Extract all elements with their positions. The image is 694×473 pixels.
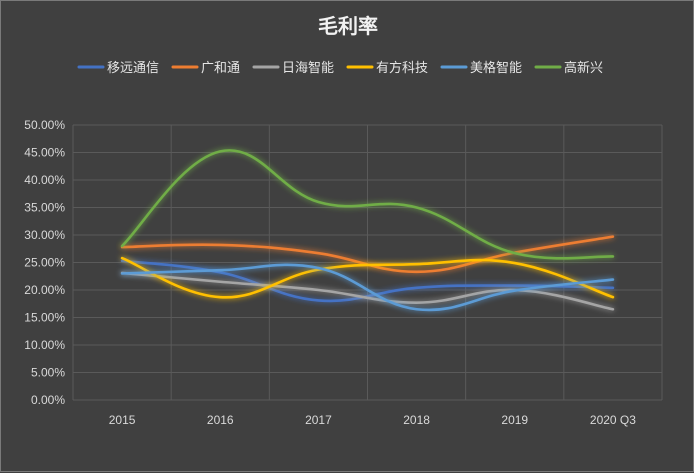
legend-label: 美格智能 [470, 60, 522, 76]
legend: 移远通信 广和通 日海智能 有方科技 美格智能 高新兴 [77, 60, 603, 76]
legend-label: 广和通 [201, 61, 240, 76]
y-axis-ticks: 0.00% 5.00% 10.00% 15.00% 20.00% 25.00% 30.00%… [24, 118, 65, 407]
series-lines [120, 149, 615, 312]
legend-label: 日海智能 [282, 61, 334, 76]
legend-entry: 高新兴 [534, 60, 603, 76]
x-tick-label: 2016 [207, 413, 234, 427]
y-tick-label: 40.00% [24, 173, 65, 187]
x-tick-label: 2020 Q3 [590, 413, 636, 427]
y-tick-label: 25.00% [24, 256, 65, 270]
y-tick-label: 5.00% [31, 366, 65, 380]
x-axis-ticks: 2015 2016 2017 2018 2019 2020 Q3 [109, 413, 637, 427]
legend-entry: 广和通 [171, 61, 240, 76]
legend-entry: 有方科技 [346, 60, 428, 76]
legend-entry: 日海智能 [252, 61, 334, 76]
series-line-5 [120, 149, 615, 260]
y-tick-label: 15.00% [24, 311, 65, 325]
y-tick-label: 0.00% [31, 393, 65, 407]
gridlines [72, 124, 663, 401]
y-tick-label: 35.00% [24, 201, 65, 215]
y-tick-label: 10.00% [24, 338, 65, 352]
legend-label: 高新兴 [564, 60, 603, 76]
series-line-4 [120, 263, 615, 312]
x-tick-label: 2019 [501, 413, 528, 427]
y-tick-label: 45.00% [24, 146, 65, 160]
series-line-2 [120, 271, 615, 311]
x-tick-label: 2017 [305, 413, 332, 427]
x-tick-label: 2015 [109, 413, 136, 427]
chart-title: 毛利率 [318, 14, 378, 38]
series-line-3 [120, 256, 615, 299]
x-tick-label: 2018 [403, 413, 430, 427]
y-tick-label: 30.00% [24, 228, 65, 242]
y-tick-label: 50.00% [24, 118, 65, 132]
legend-entry: 移远通信 [77, 61, 159, 76]
legend-label: 有方科技 [376, 60, 428, 76]
y-tick-label: 20.00% [24, 283, 65, 297]
legend-label: 移远通信 [107, 61, 159, 76]
legend-entry: 美格智能 [440, 60, 522, 76]
